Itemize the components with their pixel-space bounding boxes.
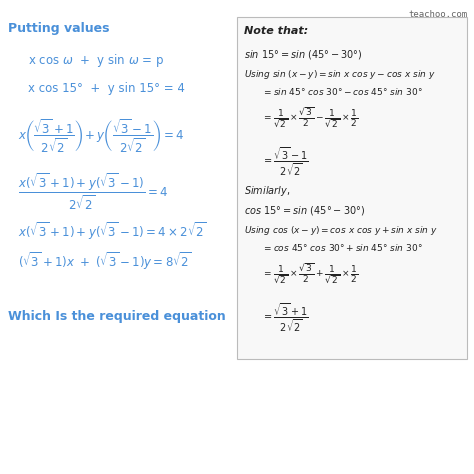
Text: Note that:: Note that: [244,26,308,36]
Text: $\dfrac{x(\sqrt{3}+1)+y(\sqrt{3}-1)}{2\sqrt{2}} = 4$: $\dfrac{x(\sqrt{3}+1)+y(\sqrt{3}-1)}{2\s… [18,172,168,212]
Text: $= sin\ 45°\ cos\ 30° - cos\ 45°\ sin\ 30°$: $= sin\ 45°\ cos\ 30° - cos\ 45°\ sin\ 3… [262,86,423,97]
Text: x cos 15°  +  y sin 15° = 4: x cos 15° + y sin 15° = 4 [28,82,185,95]
Text: $cos\ 15° = sin\ (45° - 30°)$: $cos\ 15° = sin\ (45° - 30°)$ [244,204,365,217]
Text: $= \dfrac{\sqrt{3}+1}{2\sqrt{2}}$: $= \dfrac{\sqrt{3}+1}{2\sqrt{2}}$ [262,302,309,334]
Text: Which Is the required equation: Which Is the required equation [8,310,226,323]
Text: $(\sqrt{3}+1)x \ + \ (\sqrt{3}-1)y = 8\sqrt{2}$: $(\sqrt{3}+1)x \ + \ (\sqrt{3}-1)y = 8\s… [18,250,192,272]
Text: $= \dfrac{1}{\sqrt{2}} \times \dfrac{\sqrt{3}}{2} - \dfrac{1}{\sqrt{2}} \times \: $= \dfrac{1}{\sqrt{2}} \times \dfrac{\sq… [262,106,358,130]
FancyBboxPatch shape [237,17,467,359]
Text: x cos $\omega$  +  y sin $\omega$ = p: x cos $\omega$ + y sin $\omega$ = p [28,52,164,69]
Text: $= \dfrac{\sqrt{3}-1}{2\sqrt{2}}$: $= \dfrac{\sqrt{3}-1}{2\sqrt{2}}$ [262,146,309,178]
Text: teachoo.com: teachoo.com [409,10,468,19]
Text: $x(\sqrt{3}+1)+y(\sqrt{3}-1) = 4 \times 2\sqrt{2}$: $x(\sqrt{3}+1)+y(\sqrt{3}-1) = 4 \times … [18,220,207,242]
Text: $= cos\ 45°\ cos\ 30° + sin\ 45°\ sin\ 30°$: $= cos\ 45°\ cos\ 30° + sin\ 45°\ sin\ 3… [262,242,423,253]
Text: Putting values: Putting values [8,22,109,35]
Text: $Similarly,$: $Similarly,$ [244,184,291,198]
Text: $= \dfrac{1}{\sqrt{2}} \times \dfrac{\sqrt{3}}{2} + \dfrac{1}{\sqrt{2}} \times \: $= \dfrac{1}{\sqrt{2}} \times \dfrac{\sq… [262,262,358,286]
Text: $Using\ sin\ (x-y) = sin\ x\ cos\ y - cos\ x\ sin\ y$: $Using\ sin\ (x-y) = sin\ x\ cos\ y - co… [244,68,436,81]
Text: $x\left(\dfrac{\sqrt{3}+1}{2\sqrt{2}}\right) + y\left(\dfrac{\sqrt{3}-1}{2\sqrt{: $x\left(\dfrac{\sqrt{3}+1}{2\sqrt{2}}\ri… [18,118,184,155]
Text: $sin\ 15° = sin\ (45° - 30°)$: $sin\ 15° = sin\ (45° - 30°)$ [244,48,363,61]
Text: $Using\ cos\ (x-y) = cos\ x\ cos\ y + sin\ x\ sin\ y$: $Using\ cos\ (x-y) = cos\ x\ cos\ y + si… [244,224,438,237]
